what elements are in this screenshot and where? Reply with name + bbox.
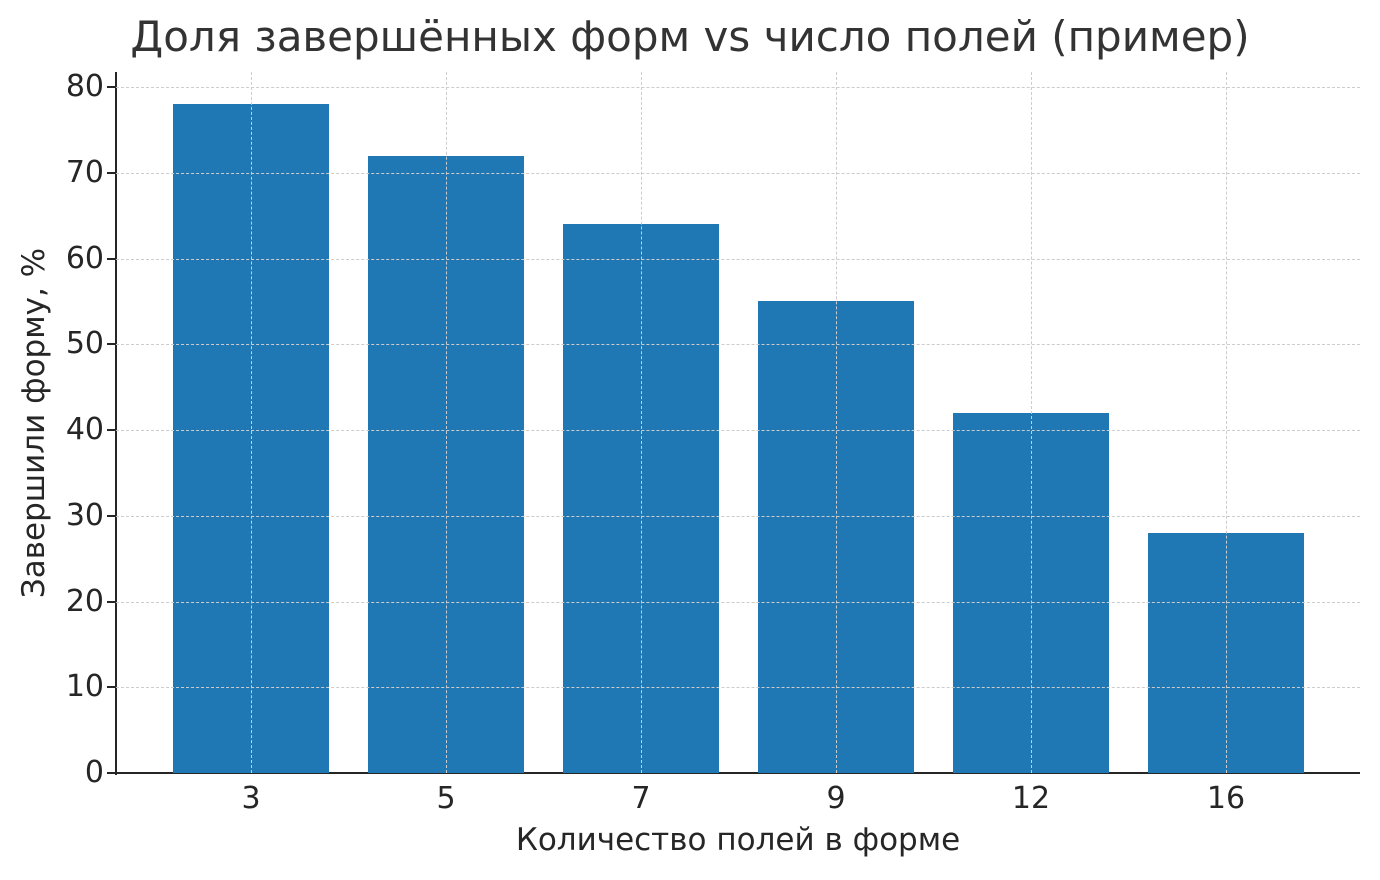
y-tick-mark — [107, 514, 116, 517]
chart-title: Доля завершённых форм vs число полей (пр… — [130, 12, 1250, 61]
y-tick-label: 10 — [65, 669, 104, 705]
y-axis-label: Завершили форму, % — [16, 247, 52, 599]
v-gridline — [1226, 72, 1227, 773]
y-tick-label: 40 — [65, 412, 104, 447]
y-axis-line — [115, 72, 117, 775]
h-gridline — [116, 87, 1360, 88]
h-gridline — [116, 172, 1360, 174]
x-axis-line — [115, 772, 1360, 774]
y-tick-mark — [107, 171, 116, 174]
x-tick-label: 9 — [826, 781, 846, 816]
y-tick-mark — [107, 600, 116, 603]
v-gridline — [1031, 72, 1032, 773]
y-tick-mark — [107, 257, 116, 260]
x-axis-label: Количество полей в форме — [515, 822, 961, 858]
v-gridline — [836, 72, 837, 773]
y-tick-label: 0 — [84, 755, 104, 790]
v-gridline — [641, 72, 642, 773]
v-gridline — [251, 72, 252, 773]
y-tick-label: 80 — [65, 69, 104, 104]
y-tick-mark — [107, 86, 116, 88]
x-tick-label: 7 — [631, 781, 651, 816]
h-gridline — [116, 687, 1360, 689]
y-tick-label: 70 — [65, 154, 104, 190]
x-tick-label: 16 — [1206, 781, 1246, 816]
v-gridline — [446, 72, 447, 773]
y-tick-label: 60 — [65, 240, 104, 276]
h-gridline — [116, 344, 1360, 346]
h-gridline — [116, 430, 1360, 431]
y-tick-mark — [107, 772, 116, 774]
y-tick-mark — [107, 686, 116, 689]
x-tick-label: 12 — [1011, 781, 1051, 816]
h-gridline — [116, 258, 1360, 260]
h-gridline — [116, 601, 1360, 603]
y-tick-label: 30 — [65, 497, 104, 533]
plot-area — [116, 72, 1360, 773]
y-tick-label: 20 — [65, 583, 104, 619]
h-gridline — [116, 515, 1360, 517]
x-tick-label: 5 — [436, 781, 456, 816]
y-tick-mark — [107, 343, 116, 346]
y-tick-mark — [107, 429, 116, 431]
x-tick-label: 3 — [241, 781, 261, 816]
y-tick-label: 50 — [65, 326, 104, 362]
